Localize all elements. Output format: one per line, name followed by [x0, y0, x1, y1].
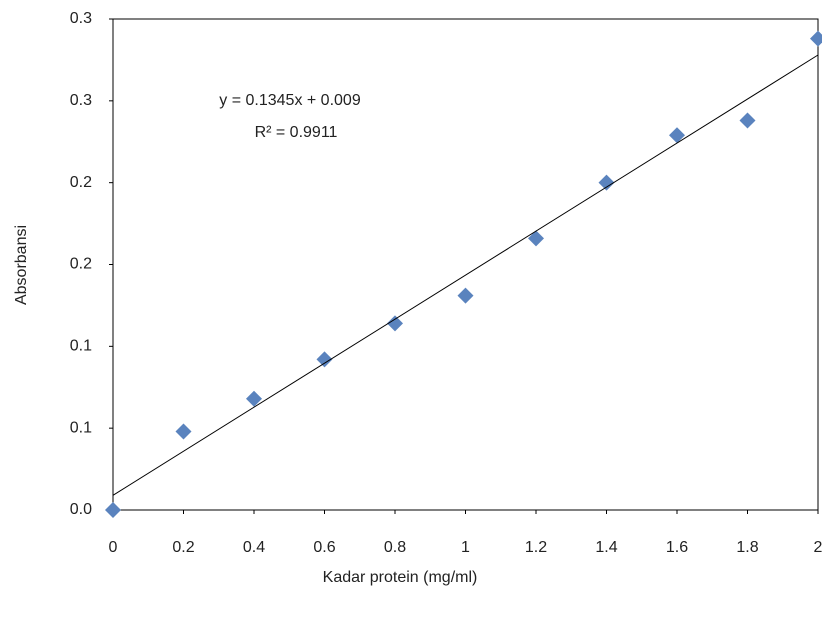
data-point: [669, 127, 685, 144]
r-squared: R² = 0.9911: [255, 124, 338, 141]
x-axis-title: Kadar protein (mg/ml): [323, 569, 478, 586]
data-point: [316, 351, 333, 368]
data-point: [105, 502, 121, 518]
trendline-equation: y = 0.1345x + 0.009: [219, 92, 361, 109]
y-tick-label: 0.1: [70, 419, 92, 436]
y-tick-label: 0.2: [70, 256, 92, 273]
x-tick-label: 0.8: [384, 539, 406, 556]
y-axis-title: Absorbansi: [13, 225, 30, 305]
y-tick-label: 0.0: [70, 501, 92, 518]
x-tick-label: 1.6: [666, 539, 688, 556]
y-tick-label: 0.3: [70, 92, 92, 109]
x-tick-label: 1.8: [736, 539, 758, 556]
data-point: [598, 174, 615, 191]
data-point: [810, 30, 822, 47]
trendline: [112, 54, 819, 496]
x-tick-label: 0: [109, 539, 118, 556]
y-tick-label: 0.3: [70, 10, 92, 27]
x-tick-label: 1.4: [595, 539, 617, 556]
data-point: [739, 112, 756, 129]
x-tick-label: 0.4: [243, 539, 265, 556]
data-point: [457, 287, 474, 304]
x-tick-label: 1: [461, 539, 470, 556]
data-point: [528, 230, 544, 247]
x-tick-label: 0.2: [172, 539, 194, 556]
y-tick-label: 0.2: [70, 174, 92, 191]
x-tick-label: 2: [814, 539, 822, 556]
x-tick-label: 1.2: [525, 539, 547, 556]
data-point: [246, 390, 262, 407]
data-point: [175, 423, 192, 440]
y-tick-label: 0.1: [70, 338, 92, 355]
data-point: [387, 315, 403, 332]
x-tick-label: 0.6: [313, 539, 335, 556]
